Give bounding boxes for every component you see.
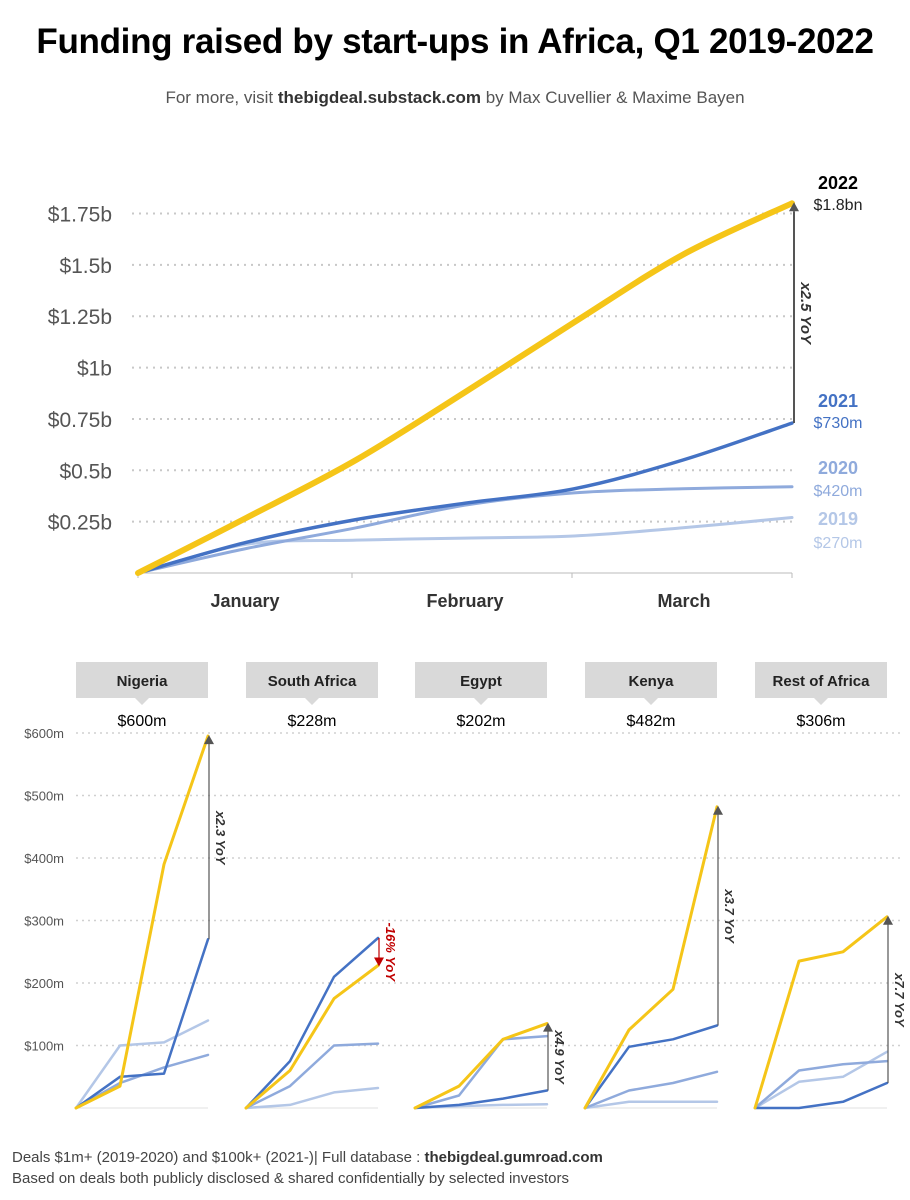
panel-total: $306m <box>797 713 846 730</box>
x-tick-label: March <box>657 591 710 611</box>
panel-line-2022 <box>753 915 889 1110</box>
y-tick-label: $0.25b <box>48 512 112 535</box>
panel-y-tick-label: $400m <box>24 851 64 866</box>
panel-yoy-annotation: x7.7 YoY <box>892 972 907 1028</box>
panel-line-2021 <box>753 1081 889 1110</box>
panel-yoy-annotation: x2.3 YoY <box>213 810 228 866</box>
panel-line-2019 <box>244 1086 380 1110</box>
panel-title: South Africa <box>268 673 357 690</box>
panel-header-0 <box>76 662 208 705</box>
panel-line-2022 <box>244 964 380 1110</box>
y-tick-label: $1.5b <box>59 255 112 278</box>
subtitle-site-link: thebigdeal.substack.com <box>277 88 481 107</box>
panel-y-tick-label: $100m <box>24 1039 64 1054</box>
panel-line-2021 <box>74 938 210 1110</box>
x-tick-label: February <box>426 591 503 611</box>
series-label-2022: 2022 <box>818 173 858 193</box>
panel-line-2022 <box>413 1022 549 1110</box>
y-tick-label: $0.75b <box>48 409 112 432</box>
x-tick-label: January <box>210 591 279 611</box>
y-tick-label: $1.25b <box>48 306 112 329</box>
panel-yoy-arrow-head <box>204 735 214 745</box>
panel-line-2022 <box>583 805 719 1110</box>
series-total-2021: $730m <box>814 415 863 432</box>
panel-y-tick-label: $200m <box>24 976 64 991</box>
yoy-annotation: x2.5 YoY <box>797 281 814 346</box>
panel-title: Nigeria <box>117 673 169 690</box>
series-label-2019: 2019 <box>818 509 858 529</box>
panel-header-4 <box>755 662 887 705</box>
panel-line-2020 <box>413 1034 549 1110</box>
footer-line-1: Deals $1m+ (2019-2020) and $100k+ (2021-… <box>12 1147 603 1168</box>
subtitle-prefix: For more, visit <box>165 88 278 107</box>
panel-title: Egypt <box>460 673 502 690</box>
series-line-2020 <box>136 485 794 575</box>
panel-line-2020 <box>583 1070 719 1110</box>
panel-line-2019 <box>74 1019 210 1110</box>
panel-y-tick-label: $500m <box>24 789 64 804</box>
country-panels: $100m $200m $300m $400m $500m $600m Nigeria $60… <box>24 662 907 1110</box>
panel-total: $482m <box>627 713 676 730</box>
panel-line-2022 <box>74 734 210 1110</box>
series-line-2021 <box>136 421 794 575</box>
footer-line-2: Based on deals both publicly disclosed &… <box>12 1170 569 1187</box>
footer-database-link: thebigdeal.gumroad.com <box>424 1149 603 1166</box>
panel-yoy-arrow-head <box>713 805 723 815</box>
panel-line-2020 <box>244 1042 380 1110</box>
subtitle-suffix: by Max Cuvellier & Maxime Bayen <box>480 88 745 107</box>
panel-total: $228m <box>288 713 337 730</box>
series-label-2020: 2020 <box>818 458 858 478</box>
panel-y-tick-label: $600m <box>24 726 64 741</box>
panel-yoy-annotation: x4.9 YoY <box>552 1029 567 1085</box>
panel-y-tick-label: $300m <box>24 914 64 929</box>
panel-line-2021 <box>583 1024 719 1110</box>
series-total-2019: $270m <box>814 535 863 552</box>
y-tick-label: $0.5b <box>59 460 112 483</box>
panel-title: Kenya <box>628 673 674 690</box>
panel-total: $600m <box>118 713 167 730</box>
series-line-2019 <box>136 516 794 575</box>
panel-line-2019 <box>753 1050 889 1110</box>
main-line-chart: $0.25b $0.5b $0.75b $1b $1.25b $1.5b $1.75b Jan… <box>48 173 863 611</box>
panel-line-2021 <box>244 936 380 1110</box>
panel-line-2020 <box>753 1059 889 1110</box>
panel-line-2019 <box>583 1100 719 1110</box>
series-total-2022: $1.8bn <box>814 197 863 214</box>
panel-yoy-arrow-head <box>883 915 893 925</box>
series-label-2021: 2021 <box>818 391 858 411</box>
panel-yoy-arrow-head <box>543 1022 553 1032</box>
panel-header-1 <box>246 662 378 705</box>
series-line-2022 <box>135 200 795 576</box>
panel-title: Rest of Africa <box>773 673 871 690</box>
footer-notes: Deals $1m+ (2019-2020) and $100k+ (2021-… <box>12 1147 603 1189</box>
panel-line-2021 <box>413 1089 549 1110</box>
series-total-2020: $420m <box>814 483 863 500</box>
y-tick-label: $1b <box>77 358 112 381</box>
panel-total: $202m <box>457 713 506 730</box>
panel-header-3 <box>585 662 717 705</box>
chart-title: Funding raised by start-ups in Africa, Q… <box>36 22 874 61</box>
yoy-arrow-head <box>789 202 799 212</box>
chart-subtitle: For more, visit thebigdeal.substack.com … <box>0 88 910 108</box>
panel-header-2 <box>415 662 547 705</box>
footer-criteria: Deals $1m+ (2019-2020) and $100k+ (2021-… <box>12 1149 425 1166</box>
panel-yoy-arrow-head <box>374 957 384 967</box>
panel-yoy-annotation: -16% YoY <box>383 922 398 982</box>
y-tick-label: $1.75b <box>48 204 112 227</box>
panel-yoy-annotation: x3.7 YoY <box>722 888 737 944</box>
